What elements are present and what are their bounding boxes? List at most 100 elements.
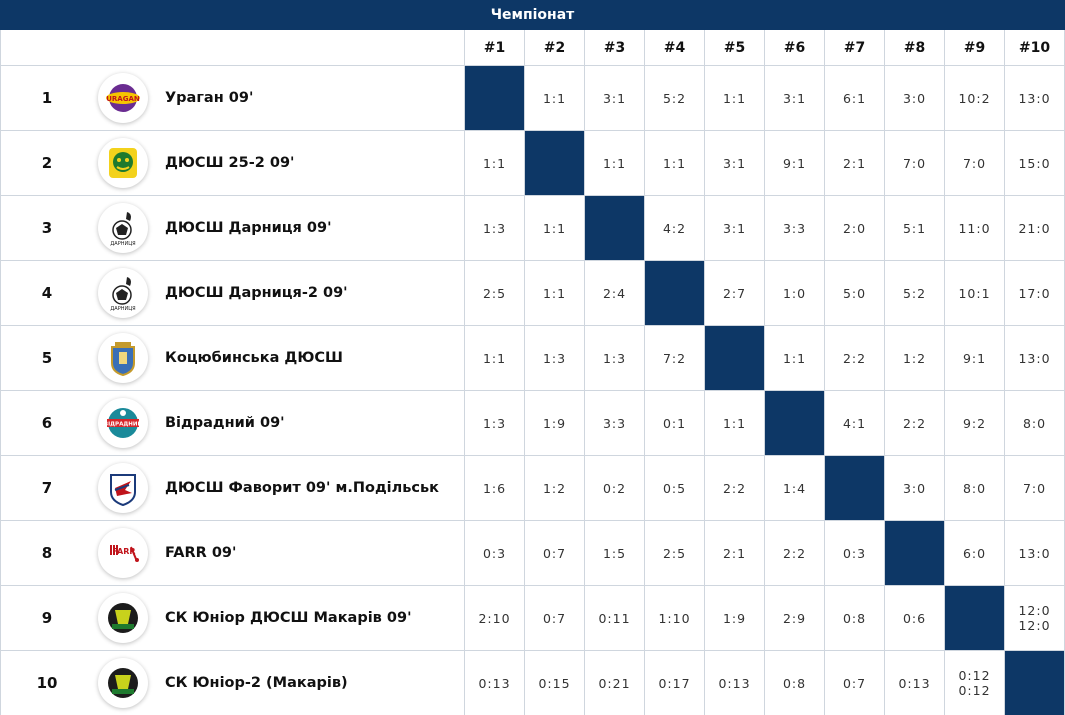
result-cell: 2:2 — [824, 326, 884, 390]
team-name[interactable]: ДЮСШ Фаворит 09' м.Подільськ — [165, 480, 440, 496]
team-name[interactable]: Коцюбинська ДЮСШ — [165, 350, 343, 366]
score-text: 13:0 — [1018, 350, 1051, 366]
score-text: 0:13 — [478, 675, 511, 691]
score-text: 3:3 — [782, 220, 807, 236]
score-text: 13:0 — [1018, 90, 1051, 106]
logo-cell: ДАРНИЦЯ — [93, 261, 153, 325]
svg-text:ДАРНИЦЯ: ДАРНИЦЯ — [110, 241, 135, 247]
score-text: 1:1 — [542, 220, 567, 236]
result-cell: 13:0 — [1004, 326, 1065, 390]
logo-cell — [93, 326, 153, 390]
score-text: 7:0 — [1022, 480, 1047, 496]
score-text: 7:2 — [662, 350, 687, 366]
team-name[interactable]: СК Юніор-2 (Макарів) — [165, 675, 348, 691]
score-text: 1:3 — [482, 220, 507, 236]
vidradnyi-logo-icon[interactable]: ВІДРАДНИЙ — [98, 398, 148, 448]
darnytsia-logo-icon[interactable]: ДАРНИЦЯ — [98, 203, 148, 253]
team-rank: 8 — [0, 521, 93, 585]
result-cell: 2:2 — [764, 521, 824, 585]
team-rank: 10 — [0, 651, 93, 715]
result-cell: 3:1 — [584, 66, 644, 130]
score-text: 2:5 — [662, 545, 687, 561]
result-cell: 3:3 — [764, 196, 824, 260]
score-text: 10:1 — [958, 285, 991, 301]
result-cell: 0:13 — [884, 651, 944, 715]
dyussh-25-2-logo-icon[interactable] — [98, 138, 148, 188]
score-text: 0:2 — [602, 480, 627, 496]
score-text: 0:5 — [662, 480, 687, 496]
result-cell: 1:1 — [764, 326, 824, 390]
team-name[interactable]: Відрадний 09' — [165, 415, 285, 431]
column-header: #4 — [644, 30, 704, 65]
result-cell: 21:0 — [1004, 196, 1065, 260]
svg-text:URAGAN: URAGAN — [106, 95, 140, 103]
result-cell: 13:0 — [1004, 66, 1065, 130]
junior-2-logo-icon[interactable] — [98, 658, 148, 708]
favoryt-logo-icon[interactable] — [98, 463, 148, 513]
team-name[interactable]: ДЮСШ 25-2 09' — [165, 155, 295, 171]
score-text: 1:3 — [602, 350, 627, 366]
result-cell: 0:3 — [824, 521, 884, 585]
result-cell: 2:5 — [464, 261, 524, 325]
score-text: 0:13 — [718, 675, 751, 691]
table-row: 5 Коцюбинська ДЮСШ 1:1 1:3 1:3 7:2 1:1 2:2 1:2 9:… — [0, 325, 1065, 390]
team-name[interactable]: ДЮСШ Дарниця 09' — [165, 220, 332, 236]
score-text: 2:4 — [602, 285, 627, 301]
score-text: 12:0 — [1018, 603, 1051, 618]
result-cell: 7:0 — [944, 131, 1004, 195]
junior-logo-icon[interactable] — [98, 593, 148, 643]
result-cell: 17:0 — [1004, 261, 1065, 325]
score-text: 5:2 — [662, 90, 687, 106]
table-row: 8 FARR FARR 09' 0:3 0:7 1:5 2:5 2:1 2:2 0:3 6:0 13:… — [0, 520, 1065, 585]
score-text: 1:1 — [542, 285, 567, 301]
score-text: 21:0 — [1018, 220, 1051, 236]
team-name[interactable]: Ураган 09' — [165, 90, 254, 106]
team-rank: 4 — [0, 261, 93, 325]
result-cell: 13:0 — [1004, 521, 1065, 585]
table-row: 9 СК Юніор ДЮСШ Макарів 09' 2:10 0:7 0:11 1:1… — [0, 585, 1065, 650]
result-cell: 2:2 — [884, 391, 944, 455]
self-match-cell — [464, 66, 524, 130]
score-text: 0:11 — [598, 610, 631, 626]
result-cell: 6:1 — [824, 66, 884, 130]
result-cell: 1:3 — [464, 196, 524, 260]
farr-logo-icon[interactable]: FARR — [98, 528, 148, 578]
column-header: #1 — [464, 30, 524, 65]
score-text: 2:2 — [782, 545, 807, 561]
team-name[interactable]: FARR 09' — [165, 545, 237, 561]
table-row: 3 ДАРНИЦЯ ДЮСШ Дарниця 09' 1:3 1:1 4:2 3:1 3:3 2… — [0, 195, 1065, 260]
score-text: 7:0 — [902, 155, 927, 171]
score-text: 1:0 — [782, 285, 807, 301]
result-cell: 5:1 — [884, 196, 944, 260]
column-header: #5 — [704, 30, 764, 65]
team-rank: 5 — [0, 326, 93, 390]
svg-text:FARR: FARR — [112, 547, 135, 556]
svg-text:ВІДРАДНИЙ: ВІДРАДНИЙ — [104, 420, 143, 428]
kotsiubynska-logo-icon[interactable] — [98, 333, 148, 383]
logo-cell — [93, 586, 153, 650]
score-text: 1:3 — [542, 350, 567, 366]
score-text: 3:1 — [782, 90, 807, 106]
score-text: 15:0 — [1018, 155, 1051, 171]
score-text: 1:1 — [782, 350, 807, 366]
result-cell: 11:0 — [944, 196, 1004, 260]
team-name[interactable]: ДЮСШ Дарниця-2 09' — [165, 285, 348, 301]
result-cell: 10:1 — [944, 261, 1004, 325]
result-cell: 5:0 — [824, 261, 884, 325]
column-header: #9 — [944, 30, 1004, 65]
score-text: 2:10 — [478, 610, 511, 626]
score-text: 3:1 — [602, 90, 627, 106]
result-cell: 2:1 — [704, 521, 764, 585]
result-cell: 8:0 — [1004, 391, 1065, 455]
uragan-logo-icon[interactable]: URAGAN — [98, 73, 148, 123]
result-cell: 6:0 — [944, 521, 1004, 585]
result-cell: 1:1 — [704, 391, 764, 455]
score-text: 1:3 — [482, 415, 507, 431]
darnytsia-2-logo-icon[interactable]: ДАРНИЦЯ — [98, 268, 148, 318]
score-text: 1:10 — [658, 610, 691, 626]
score-text: 2:1 — [722, 545, 747, 561]
team-name[interactable]: СК Юніор ДЮСШ Макарів 09' — [165, 610, 412, 626]
result-cell: 2:2 — [704, 456, 764, 520]
score-text: 12:0 — [1018, 618, 1051, 633]
table-row: 7 ДЮСШ Фаворит 09' м.Подільськ 1:6 1:2 0:2 0:… — [0, 455, 1065, 520]
